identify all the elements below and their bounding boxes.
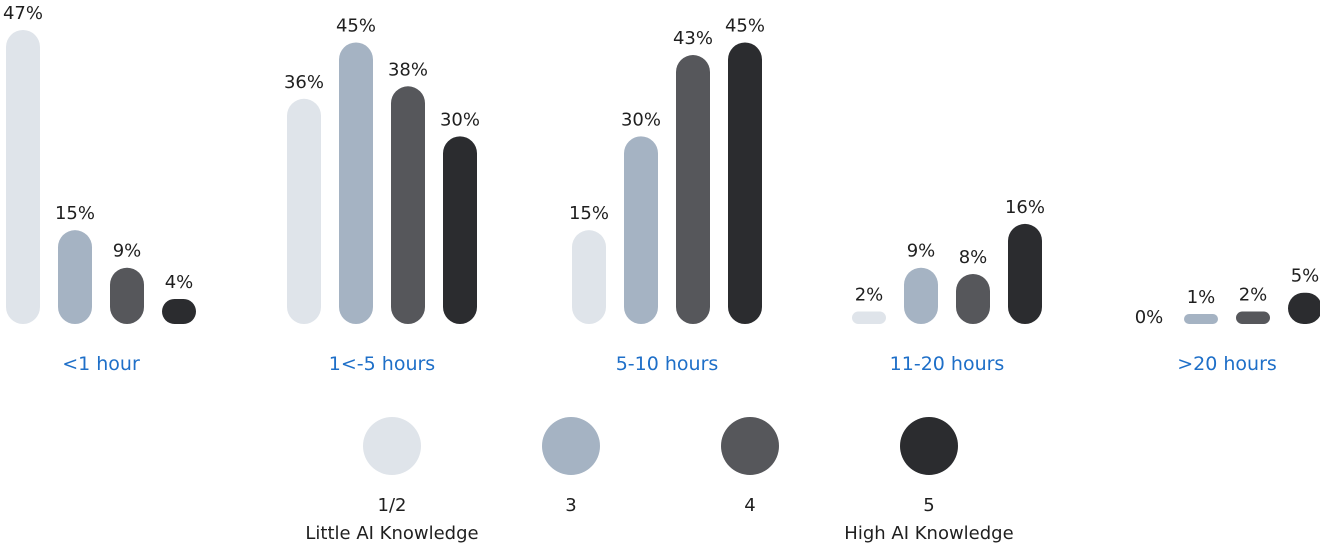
bar-2-3 <box>728 42 762 324</box>
bar-0-0 <box>6 30 40 324</box>
data-label-4-1: 1% <box>1187 287 1216 308</box>
bar-0-2 <box>110 267 144 324</box>
bar-3-0 <box>852 311 886 324</box>
category-label: 1<-5 hours <box>329 353 435 375</box>
bar-3-1 <box>904 267 938 324</box>
legend-sublabel-3: High AI Knowledge <box>844 523 1013 544</box>
legend-label-0: 1/2 <box>378 495 407 516</box>
data-label-2-3: 45% <box>725 16 765 37</box>
data-label-2-2: 43% <box>673 28 713 49</box>
legend: 1/2 Little AI Knowledge 3 4 5 High AI Knowled… <box>305 417 1014 544</box>
bar-1-1 <box>339 42 373 324</box>
bar-0-1 <box>58 230 92 324</box>
data-label-3-2: 8% <box>959 247 988 268</box>
category-labels-layer: <1 hour 1<-5 hours 5-10 hours 11-20 hours >2… <box>62 353 1277 375</box>
data-label-2-0: 15% <box>569 203 609 224</box>
bar-4-3 <box>1288 292 1320 324</box>
data-label-1-1: 45% <box>336 16 376 37</box>
data-label-4-2: 2% <box>1239 284 1268 305</box>
data-label-0-1: 15% <box>55 203 95 224</box>
legend-sublabel-0: Little AI Knowledge <box>305 523 478 544</box>
legend-swatch-1 <box>542 417 600 475</box>
bar-4-2 <box>1236 311 1270 324</box>
data-label-1-0: 36% <box>284 72 324 93</box>
data-label-1-3: 30% <box>440 109 480 130</box>
data-label-0-2: 9% <box>113 241 142 262</box>
bar-2-1 <box>624 136 658 324</box>
legend-label-3: 5 <box>923 495 934 516</box>
legend-label-2: 4 <box>744 495 755 516</box>
category-label: 11-20 hours <box>890 353 1005 375</box>
data-label-3-1: 9% <box>907 241 936 262</box>
bar-1-2 <box>391 86 425 324</box>
data-label-0-3: 4% <box>165 272 194 293</box>
bar-3-3 <box>1008 223 1042 324</box>
category-label: >20 hours <box>1177 353 1277 375</box>
category-label: 5-10 hours <box>616 353 719 375</box>
data-label-1-2: 38% <box>388 59 428 80</box>
data-label-2-1: 30% <box>621 109 661 130</box>
category-label: <1 hour <box>62 353 140 375</box>
legend-swatch-0 <box>363 417 421 475</box>
data-label-4-0: 0% <box>1135 307 1164 328</box>
data-label-3-3: 16% <box>1005 197 1045 218</box>
legend-swatch-2 <box>721 417 779 475</box>
data-label-0-0: 47% <box>3 3 43 24</box>
bar-4-1 <box>1184 314 1218 324</box>
data-label-4-3: 5% <box>1291 266 1320 287</box>
bar-2-2 <box>676 55 710 325</box>
legend-swatch-3 <box>900 417 958 475</box>
bar-3-2 <box>956 273 990 324</box>
data-label-3-0: 2% <box>855 284 884 305</box>
bar-2-0 <box>572 230 606 324</box>
bar-0-3 <box>162 298 196 324</box>
bar-1-3 <box>443 136 477 324</box>
legend-label-1: 3 <box>565 495 576 516</box>
value-labels-layer: 47% 15% 9% 4% 36% 45% 38% 30% 15% 30% 43% 45% 2% 9% 8%… <box>3 3 1319 328</box>
bar-1-0 <box>287 98 321 325</box>
bars-layer <box>6 30 1320 325</box>
